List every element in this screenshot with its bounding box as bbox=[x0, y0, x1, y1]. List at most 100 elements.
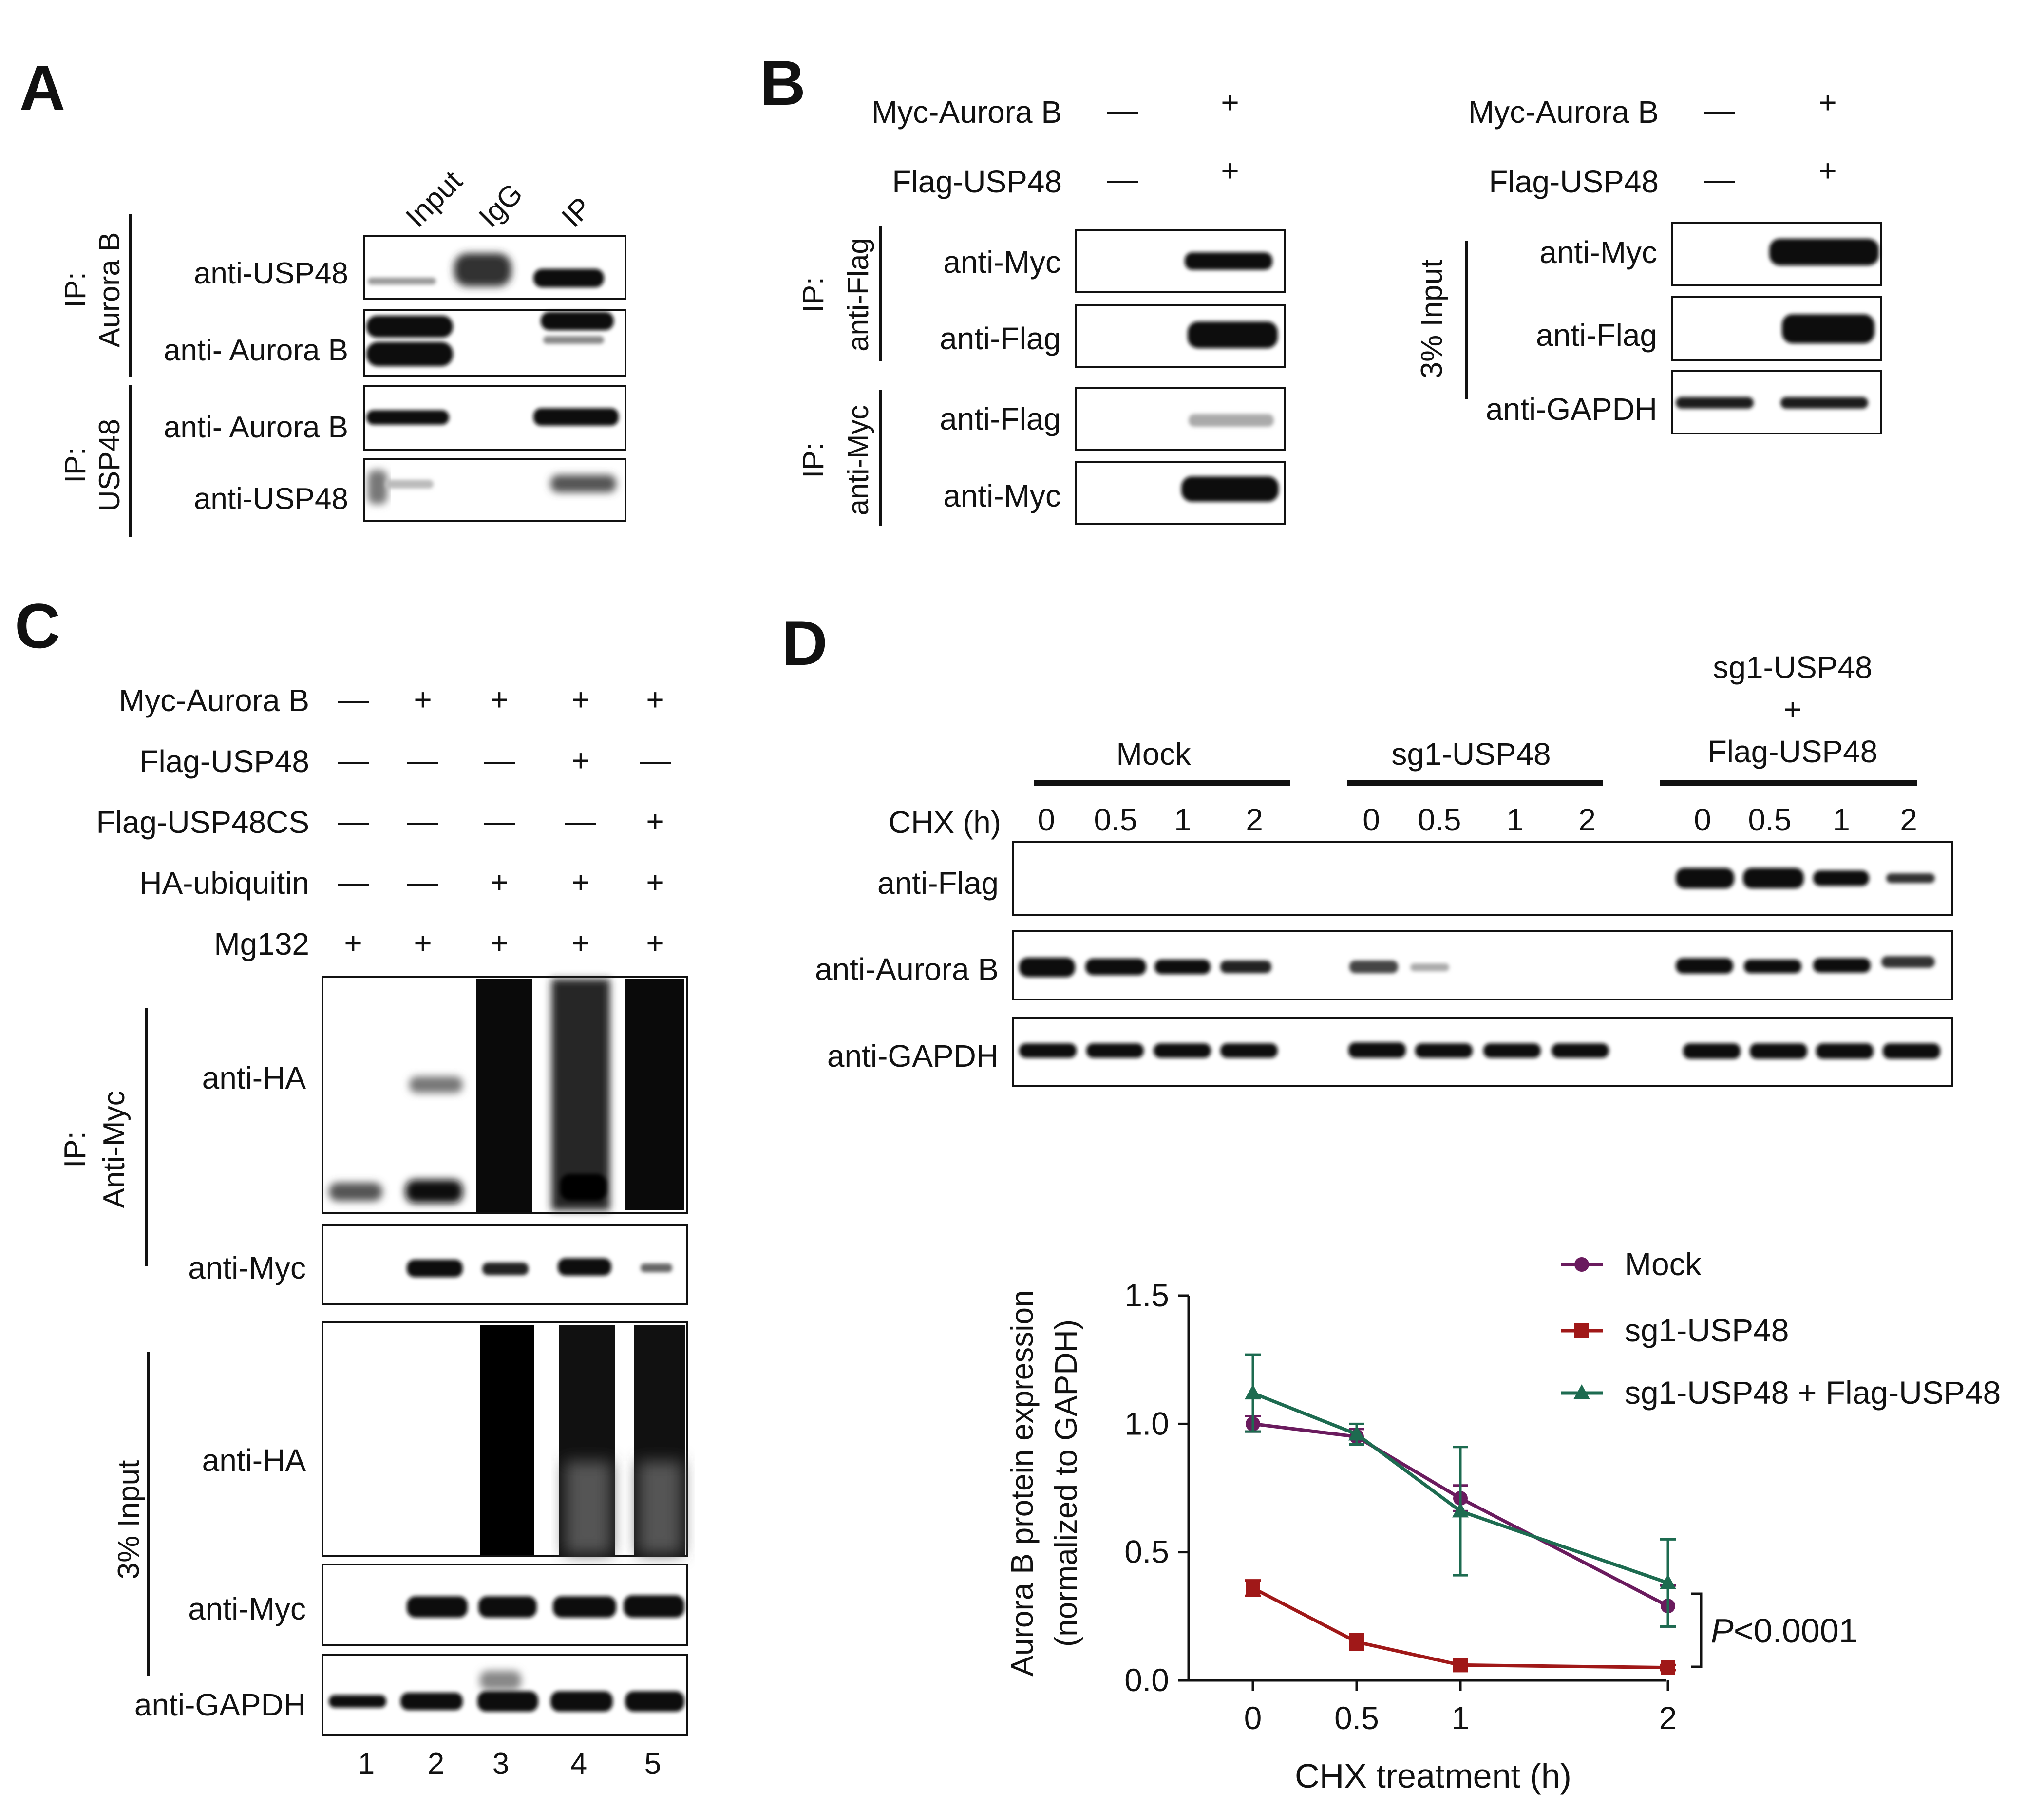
blot-band bbox=[641, 1263, 672, 1272]
blot-row-label: anti-Myc bbox=[188, 1591, 306, 1626]
time-label: 1 bbox=[1506, 802, 1524, 837]
x-tick-label: 1 bbox=[1452, 1700, 1470, 1736]
data-point bbox=[1349, 1635, 1364, 1649]
group-ip-anti-flag: anti-Flag bbox=[842, 238, 874, 351]
lane-number: 4 bbox=[570, 1747, 587, 1781]
blot-band bbox=[1881, 956, 1935, 968]
blot-band bbox=[480, 1671, 521, 1690]
group-ip-aurora-b: Aurora B bbox=[93, 232, 126, 348]
blot-strip bbox=[1671, 370, 1882, 434]
series-1 bbox=[1245, 1579, 1676, 1675]
blot-band bbox=[1683, 1043, 1741, 1059]
group-input-label: 3% Input bbox=[112, 1460, 146, 1580]
blot-strip bbox=[1671, 222, 1882, 286]
blot-strip bbox=[1671, 296, 1882, 361]
condition-label: HA-ubiquitin bbox=[139, 866, 309, 901]
legend-label: Mock bbox=[1625, 1246, 1702, 1282]
condition-row: Mg132 + + + + + bbox=[214, 925, 664, 961]
blot-strip bbox=[322, 976, 688, 1214]
condition-value: — bbox=[640, 743, 671, 778]
x-tick-label: 0.5 bbox=[1334, 1700, 1379, 1736]
time-label: 0 bbox=[1038, 802, 1055, 837]
condition-value: — bbox=[407, 804, 438, 839]
condition-value: + bbox=[1818, 153, 1836, 188]
p-value-text: <0.0001 bbox=[1734, 1612, 1858, 1650]
condition-value: + bbox=[490, 682, 508, 717]
group-ip-usp48: USP48 bbox=[93, 419, 126, 511]
series-line bbox=[1252, 1422, 1669, 1608]
blot-smear bbox=[551, 979, 610, 1210]
data-point bbox=[1660, 1574, 1676, 1589]
blot-band bbox=[558, 1258, 611, 1276]
legend-marker bbox=[1574, 1257, 1589, 1272]
blot-strip bbox=[363, 385, 626, 451]
condition-value: — bbox=[1704, 162, 1735, 197]
condition-value: + bbox=[646, 925, 664, 961]
condition-value: — bbox=[1107, 162, 1138, 197]
condition-row: Flag-USP48CS — — — — + bbox=[96, 804, 664, 840]
blot-row-label: anti-GAPDH bbox=[134, 1687, 306, 1722]
condition-value: + bbox=[646, 682, 664, 717]
lane-number: 5 bbox=[644, 1747, 661, 1781]
chart-axes: 0.0 0.5 1.0 1.5 0 0.5 1 2 bbox=[1124, 1277, 1677, 1736]
x-axis-label: CHX treatment (h) bbox=[1295, 1757, 1571, 1795]
group-ip-prefix: IP: bbox=[59, 272, 92, 307]
condition-value: + bbox=[571, 682, 589, 717]
time-label: 2 bbox=[1900, 802, 1917, 837]
data-point bbox=[1348, 1425, 1365, 1441]
panel-a-letter: A bbox=[19, 52, 65, 123]
blot-band bbox=[405, 1180, 463, 1203]
blot-row-label: anti-Myc bbox=[188, 1250, 306, 1285]
blot-band bbox=[550, 1691, 613, 1712]
blot-band bbox=[1019, 1043, 1077, 1058]
condition-row: HA-ubiquitin — — + + + bbox=[139, 865, 664, 901]
y-tick-label: 1.5 bbox=[1124, 1277, 1169, 1313]
time-label: 0 bbox=[1363, 802, 1380, 837]
condition-value: — bbox=[407, 743, 438, 778]
legend-label: sg1-USP48 bbox=[1625, 1312, 1789, 1348]
blot-strip bbox=[322, 1224, 688, 1305]
time-label: 0 bbox=[1694, 802, 1711, 837]
blot-band bbox=[1185, 252, 1272, 270]
condition-value: — bbox=[565, 804, 596, 839]
blot-band bbox=[1181, 476, 1279, 502]
x-tick-label: 2 bbox=[1659, 1700, 1677, 1736]
blot-strip bbox=[1012, 841, 1953, 916]
blot-band bbox=[541, 312, 614, 330]
group-label-rescue-line: + bbox=[1783, 692, 1801, 727]
blot-strip bbox=[1075, 387, 1286, 451]
blot-row-label: anti-Flag bbox=[1536, 318, 1657, 353]
condition-label: Flag-USP48 bbox=[139, 744, 309, 779]
condition-value: + bbox=[1221, 85, 1239, 120]
group-label-rescue-line: sg1-USP48 bbox=[1713, 650, 1872, 685]
legend-label: sg1-USP48 + Flag-USP48 bbox=[1625, 1375, 2001, 1411]
panel-c-letter: C bbox=[15, 590, 60, 661]
blot-band bbox=[478, 1596, 537, 1618]
significance-bracket bbox=[1691, 1592, 1703, 1668]
blot-band bbox=[533, 269, 604, 287]
data-point bbox=[1453, 1658, 1468, 1673]
blot-band bbox=[1883, 1043, 1940, 1059]
condition-value: — bbox=[407, 865, 438, 900]
blot-band bbox=[1813, 958, 1871, 973]
blot-band bbox=[1676, 397, 1754, 409]
blot-strip bbox=[1012, 930, 1953, 1000]
blot-band bbox=[366, 342, 453, 366]
lane-number: 3 bbox=[492, 1747, 509, 1781]
group-ip-anti-myc: Anti-Myc bbox=[97, 1091, 131, 1208]
blot-band bbox=[560, 1174, 606, 1201]
condition-row: Flag-USP48 — — — + — bbox=[139, 743, 671, 779]
time-axis-label: CHX (h) bbox=[889, 805, 1001, 840]
blot-band bbox=[1780, 397, 1868, 409]
group-ip-anti-myc: anti-Myc bbox=[842, 405, 874, 516]
lane-label-ip: IP bbox=[555, 191, 598, 233]
condition-label: Myc-Aurora B bbox=[1468, 94, 1659, 130]
condition-value: — bbox=[338, 804, 369, 839]
data-point bbox=[1245, 1384, 1261, 1400]
group-input-label: 3% Input bbox=[1415, 260, 1449, 379]
blot-row-label: anti-Flag bbox=[877, 866, 999, 901]
blot-band bbox=[1349, 961, 1398, 973]
blot-band bbox=[1085, 959, 1146, 975]
blot-band bbox=[1483, 1043, 1541, 1058]
condition-value: — bbox=[1107, 93, 1138, 128]
